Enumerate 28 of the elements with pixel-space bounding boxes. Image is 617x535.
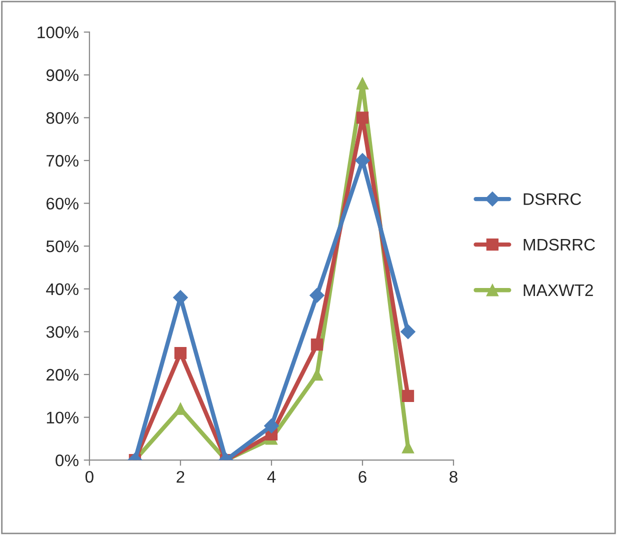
- y-tick-label: 30%: [46, 326, 78, 338]
- y-tick-label: 10%: [46, 412, 78, 424]
- point: [174, 347, 187, 360]
- y-tick-label: 0%: [56, 454, 78, 466]
- y-tick-label: 70%: [46, 154, 78, 167]
- x-tick-label: 2: [176, 470, 184, 483]
- legend-label: MAXWT2: [524, 284, 593, 296]
- point: [355, 153, 370, 168]
- point: [264, 418, 279, 434]
- point: [356, 112, 369, 124]
- x-tick-label: 4: [267, 471, 276, 483]
- point: [400, 324, 416, 340]
- y-tick-label: 100%: [38, 26, 78, 38]
- x-tick-label: 6: [358, 470, 366, 483]
- y-tick-label: 40%: [46, 283, 78, 296]
- y-tick-label: 50%: [46, 240, 78, 252]
- x-tick-label: 8: [450, 470, 458, 483]
- y-tick-label: 80%: [46, 112, 78, 124]
- x-tick-label: 0: [85, 470, 94, 483]
- y-tick-label: 60%: [46, 198, 78, 210]
- point: [356, 77, 369, 90]
- point: [310, 288, 324, 303]
- y-tick-label: 90%: [46, 69, 78, 82]
- legend-label: MDSRRC: [524, 238, 595, 251]
- legend-label: DSRRC: [524, 193, 582, 206]
- point: [310, 338, 324, 351]
- y-tick-label: 20%: [46, 368, 78, 381]
- point: [402, 390, 414, 402]
